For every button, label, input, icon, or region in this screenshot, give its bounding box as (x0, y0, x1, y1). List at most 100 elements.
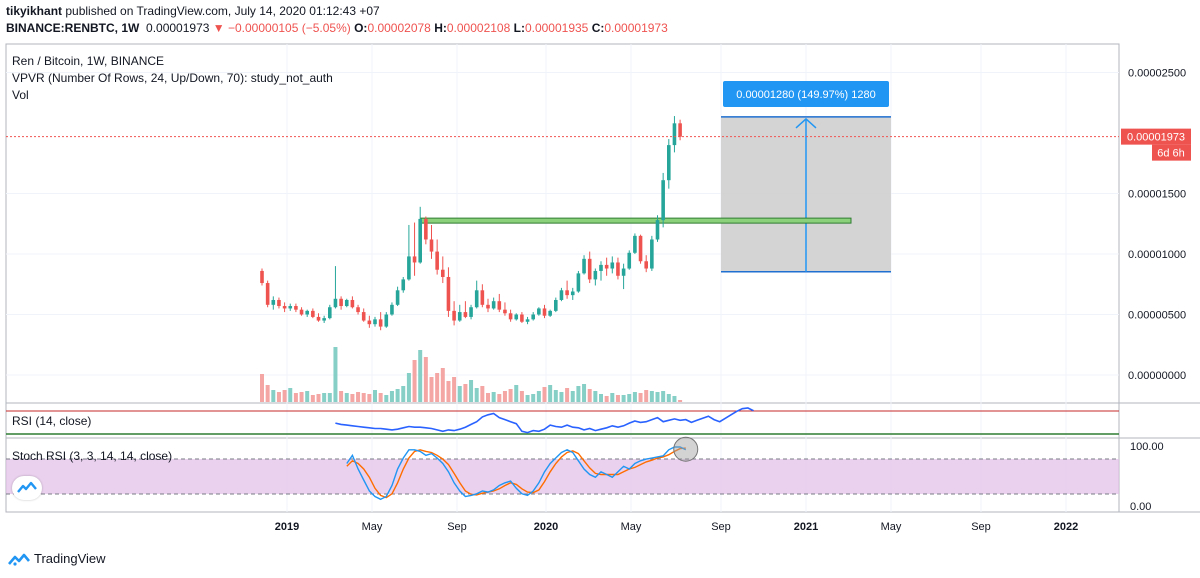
measure-label: 0.00001280 (149.97%) 1280 (736, 89, 875, 101)
volume-bar (310, 395, 315, 402)
candle-body (554, 299, 558, 311)
candle-body (520, 314, 524, 322)
time-tick-label: 2021 (794, 521, 818, 533)
footer-brand[interactable]: TradingView (8, 551, 106, 566)
volume-bar (389, 391, 394, 402)
candle-body (339, 298, 343, 307)
candle-body (446, 276, 451, 311)
volume-bar (508, 389, 513, 402)
last-price-tag (1121, 128, 1191, 145)
candle-body (599, 264, 603, 271)
volume-bar (356, 392, 361, 402)
countdown-tag-label: 6d 6h (1157, 148, 1185, 160)
stoch-tick-label: 100.00 (1130, 441, 1164, 453)
candle-body (452, 310, 456, 321)
volume-bar (316, 394, 321, 402)
candle-body (667, 145, 671, 181)
candle-body (378, 319, 383, 327)
volume-bar (457, 386, 462, 402)
vol-legend[interactable]: Vol (12, 88, 29, 102)
candle-body (277, 299, 281, 307)
ohlc-line: BINANCE:RENBTC, 1W 0.00001973 ▼ −0.00000… (6, 21, 668, 35)
volume-bar (412, 360, 417, 402)
stoch-band (6, 459, 1119, 494)
candle-body (373, 319, 377, 325)
candle-body (616, 262, 620, 276)
candle-body (570, 291, 575, 296)
rsi-legend[interactable]: RSI (14, close) (12, 414, 92, 428)
volume-bar (344, 393, 349, 402)
open-value: 0.00002078 (367, 21, 431, 35)
symbol-label[interactable]: BINANCE:RENBTC, 1W (6, 21, 140, 35)
candle-body (678, 123, 682, 137)
volume-bar (293, 393, 298, 402)
volume-bar (384, 395, 389, 402)
publish-line: tikyikhant published on TradingView.com,… (6, 4, 380, 18)
low-label: L: (513, 21, 525, 35)
volume-bar (655, 392, 660, 402)
vpvr-legend[interactable]: VPVR (Number Of Rows, 24, Up/Down, 70): … (12, 71, 333, 85)
candle-body (390, 304, 394, 315)
candle-body (655, 220, 660, 240)
price-tick-label: 0.00000000 (1128, 370, 1186, 382)
volume-bar (502, 391, 507, 402)
volume-bar (373, 390, 377, 402)
volume-bar (378, 393, 383, 402)
footer-brand-label: TradingView (34, 551, 106, 566)
candle-body (661, 180, 665, 221)
candle-body (316, 316, 321, 321)
volume-bar (282, 390, 287, 402)
volume-bar (525, 395, 530, 402)
candle-body (311, 310, 315, 317)
stoch-tick-label: 0.00 (1130, 501, 1151, 513)
publish-info: published on TradingView.com, July 14, 2… (62, 4, 380, 18)
candle-body (514, 314, 519, 320)
candle-body (463, 312, 468, 317)
volume-bar (463, 384, 468, 402)
volume-bar (474, 388, 479, 402)
volume-bar (604, 396, 609, 402)
candle-body (384, 314, 389, 327)
candle-body (299, 309, 304, 315)
high-value: 0.00002108 (446, 21, 511, 35)
candle-body (356, 307, 360, 313)
volume-bar (406, 373, 411, 402)
candle-body (457, 312, 462, 321)
candle-body (508, 313, 513, 320)
price-tick-label: 0.00001000 (1128, 249, 1186, 261)
countdown-tag (1152, 144, 1191, 161)
stoch-rsi-legend[interactable]: Stoch RSI (3, 3, 14, 14, close) (12, 449, 173, 463)
volume-bar (452, 377, 457, 402)
volume-bar (672, 396, 677, 402)
last-price-tag-label: 0.00001973 (1127, 132, 1185, 144)
tradingview-badge-icon[interactable] (12, 476, 42, 500)
candle-body (531, 314, 535, 320)
close-value: 0.00001973 (604, 21, 668, 35)
volume-bar (514, 385, 519, 402)
candle-body (288, 306, 293, 309)
candle-body (322, 318, 326, 321)
candle-body (576, 273, 581, 292)
price-change: ▼ −0.00000105 (−5.05%) (212, 21, 351, 35)
series-legend-title[interactable]: Ren / Bitcoin, 1W, BINANCE (12, 54, 165, 68)
measure-label-box (723, 81, 889, 107)
price-tick-label: 0.00001500 (1128, 189, 1186, 201)
time-tick-label: May (881, 521, 902, 533)
author-name[interactable]: tikyikhant (6, 4, 63, 18)
stoch-highlight-circle (673, 436, 699, 462)
candle-body (542, 308, 547, 316)
volume-bar (661, 391, 666, 402)
candle-body (344, 299, 349, 307)
volume-bar (486, 393, 490, 402)
volume-bar (423, 357, 428, 402)
volume-bar (271, 390, 276, 402)
volume-bar (570, 391, 575, 402)
candle-body (604, 264, 609, 269)
volume-bar (536, 391, 541, 402)
candle-body (367, 320, 372, 325)
candle-body (486, 304, 490, 309)
candle-body (350, 299, 355, 308)
volume-bar (260, 374, 264, 402)
candle-body (260, 270, 264, 284)
